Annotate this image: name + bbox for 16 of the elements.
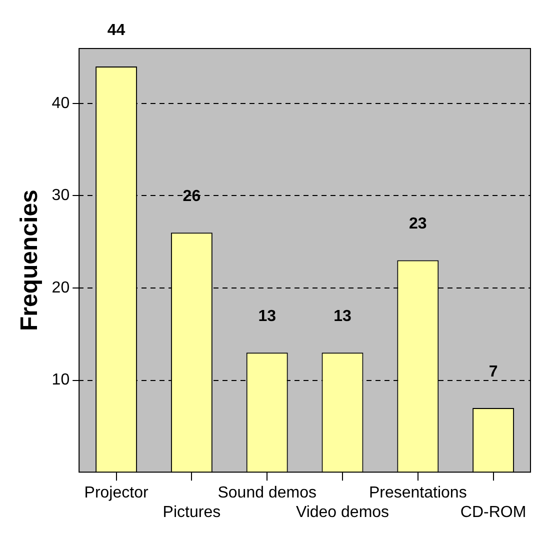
data-label: 13 xyxy=(258,308,276,326)
y-tick-label: 30 xyxy=(52,187,70,204)
data-label: 44 xyxy=(107,22,126,39)
x-tick-label: Pictures xyxy=(162,504,221,521)
data-label: 7 xyxy=(488,363,498,380)
y-tick-label: 40 xyxy=(52,94,70,112)
x-tick-label: Sound demos xyxy=(218,484,316,502)
data-label: 13 xyxy=(334,308,352,326)
y-tick-label: 20 xyxy=(52,279,70,296)
x-tick-label: Video demos xyxy=(296,504,390,521)
x-tick-label: Presentations xyxy=(368,484,467,502)
x-tick-label: Projector xyxy=(84,484,149,502)
y-axis-title: Frequencies xyxy=(16,190,44,331)
y-tick-label: 10 xyxy=(52,372,70,389)
data-label: 23 xyxy=(409,216,427,233)
x-tick-label: CD-ROM xyxy=(460,504,526,521)
